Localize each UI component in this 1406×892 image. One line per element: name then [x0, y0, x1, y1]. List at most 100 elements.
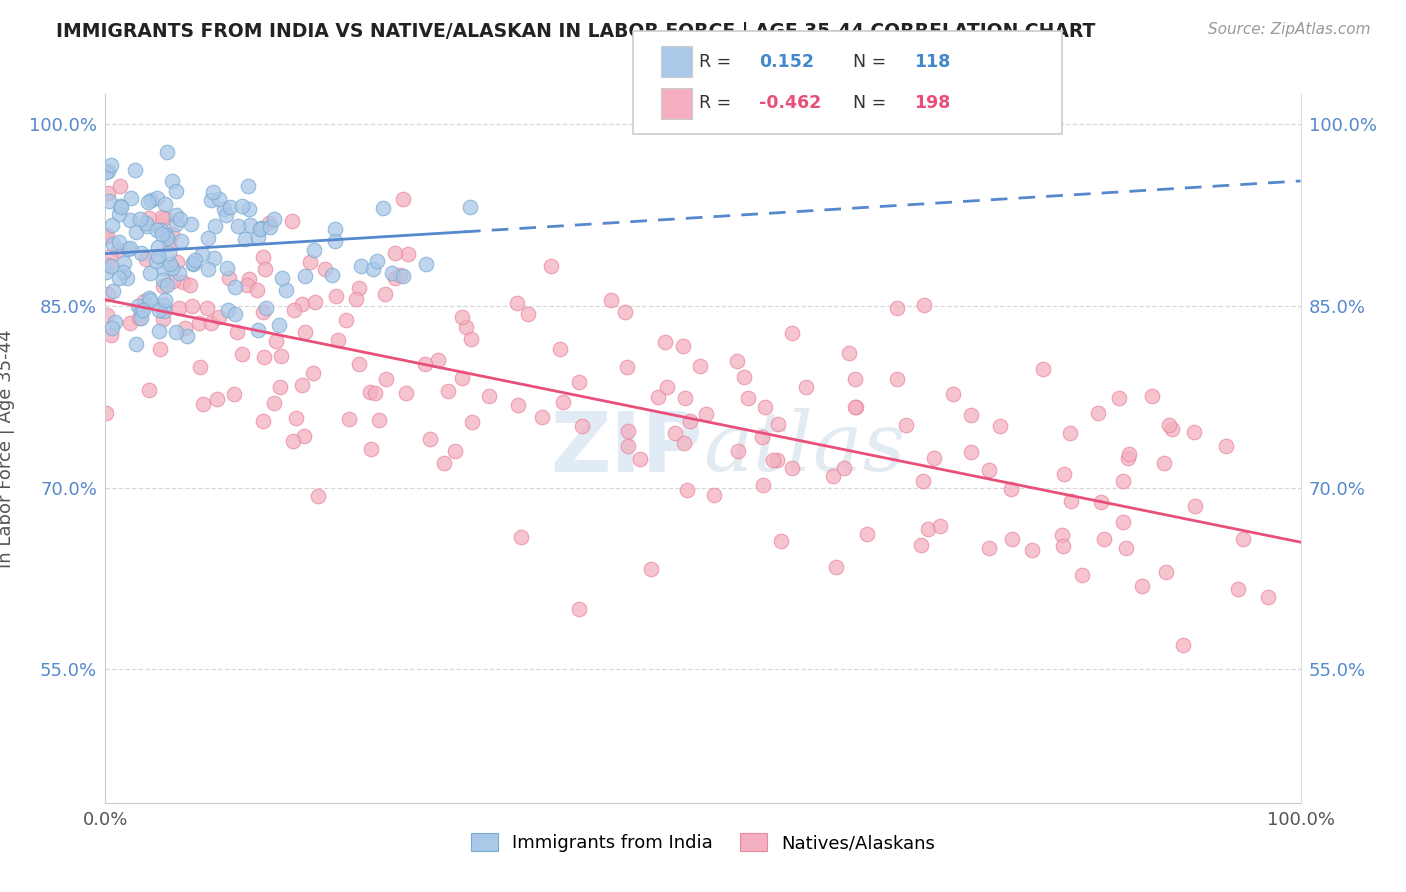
Point [165, 326, 187, 340]
Point [257, 217, 280, 231]
Point [135, 252, 157, 266]
Point [152, 260, 174, 275]
Point [517, 307, 540, 321]
Point [1182, 425, 1205, 439]
Point [101, 218, 124, 232]
Point [349, 357, 371, 371]
Point [844, 372, 866, 386]
Point [120, 213, 142, 227]
Point [1184, 500, 1206, 514]
Point [264, 334, 287, 348]
Point [460, 200, 482, 214]
Point [166, 185, 188, 199]
Point [165, 208, 187, 222]
Text: N =: N = [853, 95, 887, 112]
Point [97, 163, 120, 178]
Point [912, 474, 935, 488]
Point [766, 453, 789, 467]
Point [114, 256, 136, 270]
Point [917, 522, 939, 536]
Point [132, 293, 155, 308]
Point [782, 326, 804, 340]
Point [437, 384, 460, 399]
Point [239, 218, 262, 232]
Point [269, 318, 291, 332]
Point [1108, 391, 1130, 405]
Point [323, 234, 346, 248]
Point [451, 310, 474, 324]
Point [314, 262, 336, 277]
Point [780, 460, 803, 475]
Point [224, 279, 246, 293]
Point [238, 272, 260, 286]
Point [153, 211, 176, 226]
Point [131, 303, 153, 318]
Point [270, 271, 292, 285]
Point [181, 299, 204, 313]
Point [845, 400, 868, 414]
Point [152, 279, 174, 293]
Point [191, 397, 214, 411]
Text: N =: N = [853, 53, 887, 70]
Point [148, 302, 170, 317]
Point [1171, 638, 1194, 652]
Point [263, 212, 285, 227]
Point [454, 319, 477, 334]
Point [733, 370, 755, 384]
Point [129, 311, 152, 326]
Point [384, 245, 406, 260]
Point [127, 299, 149, 313]
Point [283, 303, 305, 318]
Point [101, 236, 124, 251]
Point [568, 602, 591, 616]
Point [160, 261, 183, 276]
Point [922, 451, 945, 466]
Point [146, 249, 169, 263]
Point [374, 372, 396, 386]
Point [246, 229, 269, 244]
Point [302, 366, 325, 380]
Point [132, 303, 155, 318]
Point [616, 424, 638, 438]
Point [1092, 533, 1115, 547]
Point [152, 312, 174, 326]
Point [138, 293, 160, 308]
Point [551, 395, 574, 409]
Point [138, 211, 160, 225]
Point [153, 196, 176, 211]
Point [269, 380, 291, 394]
Point [167, 301, 190, 316]
Point [149, 223, 172, 237]
Text: ZIP: ZIP [551, 408, 703, 489]
Point [201, 186, 224, 200]
Point [200, 316, 222, 330]
Point [153, 303, 176, 318]
Point [1226, 582, 1249, 596]
Point [104, 315, 127, 329]
Point [302, 244, 325, 258]
Point [263, 396, 285, 410]
Point [427, 353, 450, 368]
Point [328, 333, 350, 347]
Point [96, 308, 118, 322]
Point [616, 359, 638, 374]
Point [1053, 467, 1076, 481]
Point [1112, 515, 1135, 529]
Point [249, 222, 271, 236]
Y-axis label: In Labor Force | Age 35-44: In Labor Force | Age 35-44 [0, 329, 15, 567]
Point [347, 281, 370, 295]
Point [1112, 474, 1135, 488]
Point [146, 240, 169, 254]
Point [298, 255, 321, 269]
Point [98, 194, 121, 208]
Point [100, 259, 122, 273]
Point [174, 321, 197, 335]
Point [96, 406, 118, 420]
Point [628, 452, 651, 467]
Point [413, 358, 436, 372]
Point [259, 220, 281, 235]
Point [110, 200, 132, 214]
Text: R =: R = [699, 53, 731, 70]
Point [364, 386, 387, 401]
Text: IMMIGRANTS FROM INDIA VS NATIVE/ALASKAN IN LABOR FORCE | AGE 35-44 CORRELATION C: IMMIGRANTS FROM INDIA VS NATIVE/ALASKAN … [56, 22, 1095, 42]
